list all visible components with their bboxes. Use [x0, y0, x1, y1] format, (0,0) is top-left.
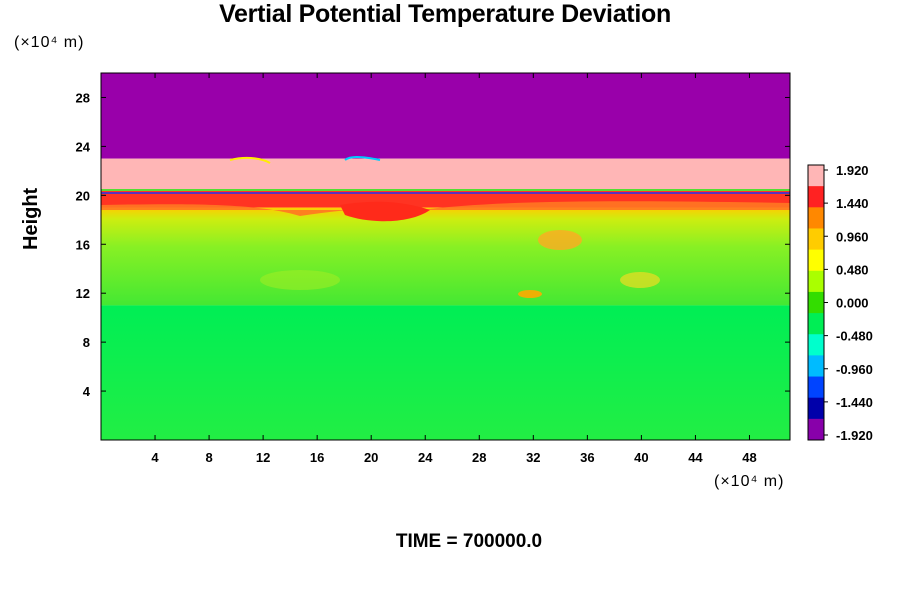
plot-frame: [100, 72, 791, 441]
colorbar-swatch: [808, 165, 824, 187]
y-unit-label: (×10⁴ m): [14, 34, 85, 51]
colorbar-label: -1.920: [836, 428, 873, 443]
colorbar-label: -0.480: [836, 329, 873, 344]
colorbar-swatch: [808, 291, 824, 314]
x-tick-label: 8: [205, 450, 212, 465]
colorbar: 1.920 1.440 0.960 0.480 0.000 -0.480 -0.960 -1.…: [807, 163, 873, 443]
colorbar-swatch: [808, 334, 824, 356]
x-tick-label: 48: [742, 450, 756, 465]
x-tick-label: 40: [634, 450, 648, 465]
x-unit-label: (×10⁴ m): [714, 473, 785, 490]
heatmap-layer: [101, 305, 790, 440]
colorbar-label: 0.480: [836, 262, 869, 277]
colorbar-swatch: [808, 397, 824, 420]
heatmap-layer: [101, 73, 790, 159]
colorbar-swatch: [808, 249, 824, 272]
heatmap-layer: [101, 158, 790, 190]
colorbar-label: 1.440: [836, 196, 869, 211]
x-tick-label: 24: [418, 450, 433, 465]
heatmap-field: [101, 73, 790, 440]
warm-blob: [518, 290, 542, 298]
y-tick-label: 28: [76, 90, 90, 105]
mid-blob: [260, 270, 340, 290]
y-tick-label: 16: [76, 237, 90, 252]
streak-cyan: [344, 156, 381, 161]
x-tick-label: 36: [580, 450, 594, 465]
chart-title: Vertial Potential Temperature Deviation: [219, 0, 671, 28]
y-tick-label: 12: [76, 286, 90, 301]
colorbar-swatch: [808, 270, 824, 293]
colorbar-swatch: [808, 355, 824, 378]
y-tick-label: 8: [83, 335, 90, 350]
colorbar-swatch: [808, 313, 824, 335]
x-tick-label: 44: [688, 450, 703, 465]
streak-yellow: [229, 156, 271, 164]
x-tick-label: 28: [472, 450, 486, 465]
colorbar-label: -1.440: [836, 395, 873, 410]
y-tick-label: 4: [83, 384, 91, 399]
heatmap-layer: [101, 207, 790, 306]
x-tick-label: 4: [151, 450, 159, 465]
warm-blob: [620, 272, 660, 288]
colorbar-label: 0.960: [836, 229, 869, 244]
y-tick-label: 20: [76, 188, 90, 203]
colorbar-swatch: [808, 228, 824, 251]
colorbar-label: 0.000: [836, 296, 869, 311]
time-label: TIME = 700000.0: [395, 531, 543, 552]
warm-band: [101, 201, 790, 216]
y-tick-label: 24: [76, 139, 91, 154]
x-tick-label: 12: [256, 450, 270, 465]
x-tick-label: 32: [526, 450, 540, 465]
heatmap-details: [101, 156, 790, 298]
colorbar-swatch: [808, 418, 824, 441]
x-tick-label: 20: [364, 450, 378, 465]
colorbar-label: -0.960: [836, 362, 873, 377]
colorbar-swatch: [808, 207, 824, 229]
streak-blue: [101, 192, 790, 195]
colorbar-swatch: [808, 376, 824, 399]
colorbar-label: 1.920: [836, 163, 869, 178]
warm-blob: [538, 230, 582, 250]
x-tick-label: 16: [310, 450, 324, 465]
colorbar-swatch: [808, 186, 824, 208]
hot-spot: [340, 201, 430, 222]
